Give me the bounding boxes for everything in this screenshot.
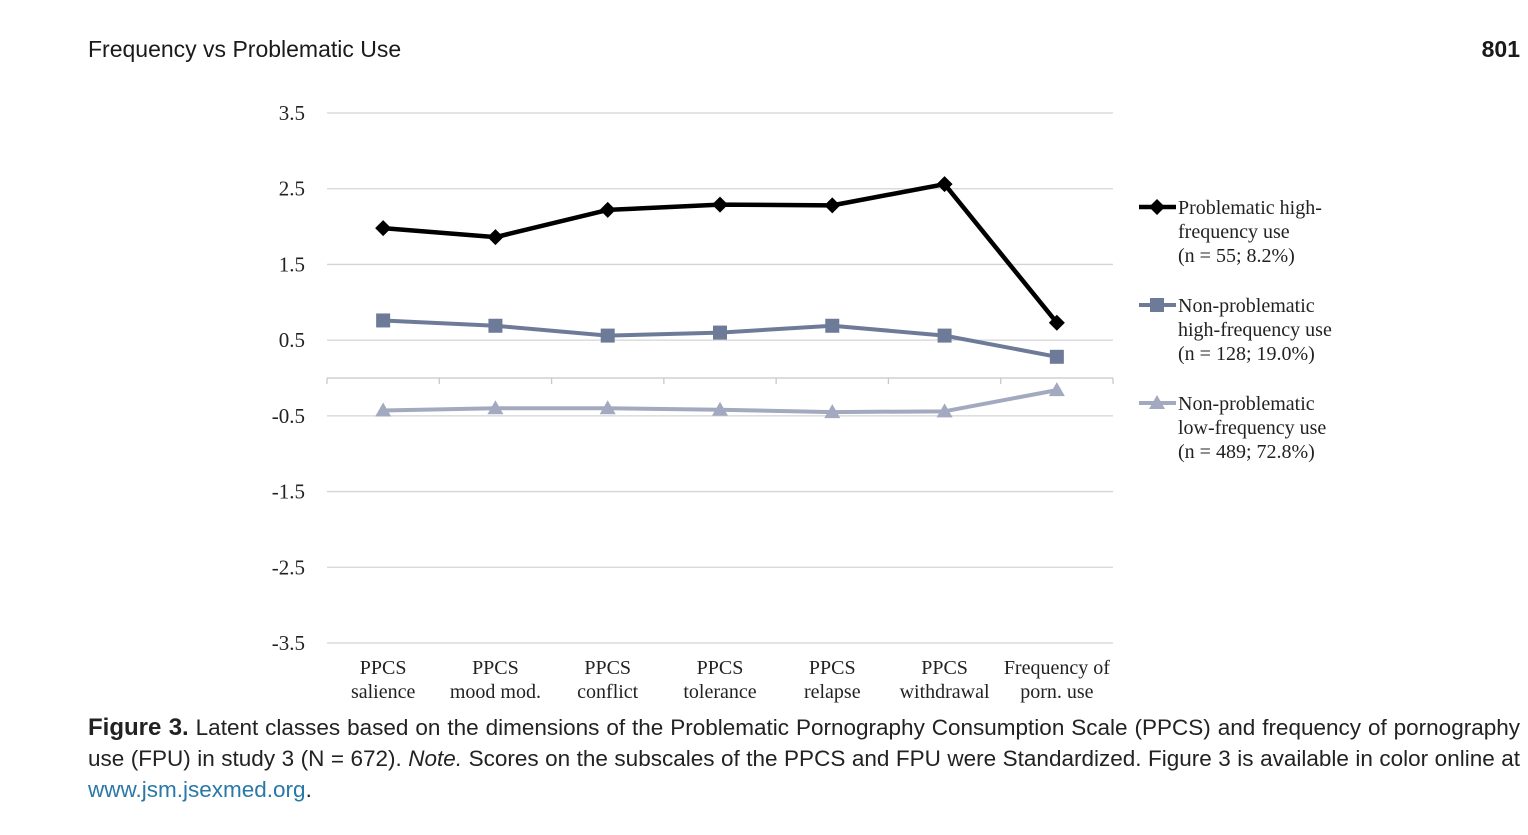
- data-point: [824, 197, 841, 214]
- caption-text-2: Scores on the subscales of the PPCS and …: [462, 746, 1520, 771]
- x-tick-label: PPCS withdrawal: [900, 657, 990, 703]
- legend-item-1: Problematic high-frequency use (n = 55; 8…: [1139, 197, 1322, 267]
- legend-marker: [1149, 395, 1165, 409]
- data-point: [713, 325, 727, 340]
- caption-text-1: Latent classes based on the dimensions o…: [88, 715, 1520, 771]
- data-point: [937, 328, 952, 343]
- x-tick-label: PPCS relapse: [804, 657, 861, 703]
- series-lines: [375, 176, 1065, 419]
- data-point: [712, 196, 728, 213]
- figure-3-chart: 3.5 2.5 1.5 0.5 -0.5 -1.5 -2.5 -3.5 PPCS salienc…: [272, 101, 1332, 703]
- data-point: [375, 220, 392, 237]
- y-tick-label: -2.5: [272, 555, 305, 579]
- y-tick-label: 3.5: [279, 101, 305, 125]
- legend: Problematic high-frequency use (n = 55; 8…: [1139, 197, 1332, 463]
- data-point: [1049, 349, 1064, 364]
- journal-link[interactable]: www.jsm.jsexmed.org: [88, 777, 306, 802]
- data-point: [825, 318, 840, 333]
- x-tick-label: PPCS conflict: [577, 657, 639, 703]
- y-tick-label: 1.5: [279, 252, 305, 276]
- figure-caption: Figure 3. Latent classes based on the di…: [88, 712, 1520, 805]
- legend-label: Problematic high-frequency use (n = 55; 8…: [1178, 197, 1322, 267]
- legend-item-2: Non-problematic high-frequency use (n = 12…: [1139, 295, 1332, 365]
- data-point: [599, 400, 616, 415]
- y-tick-label: -1.5: [272, 480, 305, 504]
- data-point: [824, 404, 841, 419]
- data-point: [1048, 314, 1065, 331]
- x-tick-label: PPCS salience: [351, 657, 416, 703]
- legend-label: Non-problematic low-frequency use (n = 489…: [1178, 393, 1326, 463]
- data-point: [375, 402, 392, 417]
- data-point: [936, 403, 953, 418]
- series-2: [376, 313, 1064, 364]
- y-tick-label: 2.5: [279, 177, 305, 201]
- y-tick-label: -0.5: [272, 404, 305, 428]
- x-tick-label: PPCS tolerance: [683, 657, 756, 703]
- data-point: [487, 400, 504, 415]
- x-axis: [326, 377, 1114, 384]
- data-point: [712, 401, 728, 416]
- data-point: [1048, 382, 1065, 397]
- data-point: [376, 313, 391, 328]
- page-number: 801: [1481, 36, 1520, 62]
- caption-text-3: .: [305, 777, 312, 802]
- data-point: [487, 229, 504, 246]
- running-title: Frequency vs Problematic Use: [88, 36, 402, 62]
- legend-marker: [1149, 199, 1165, 215]
- series-1: [375, 176, 1065, 331]
- data-point: [599, 201, 616, 218]
- legend-item-3: Non-problematic low-frequency use (n = 489…: [1139, 393, 1326, 463]
- series-3: [375, 382, 1065, 419]
- y-tick-label: -3.5: [272, 631, 305, 655]
- data-point: [488, 318, 503, 333]
- figure-label: Figure 3.: [88, 714, 189, 741]
- data-point: [600, 328, 615, 343]
- gridlines: [327, 112, 1113, 644]
- running-head: Frequency vs Problematic Use 801: [88, 36, 1520, 68]
- y-tick-label: 0.5: [279, 328, 305, 352]
- x-tick-label: Frequency of porn. use: [1004, 657, 1110, 703]
- legend-label: Non-problematic high-frequency use (n = 12…: [1178, 295, 1332, 365]
- data-point: [936, 176, 953, 193]
- x-axis-tick-labels: PPCS salience PPCS mood mod. PPCS conflict PPC…: [351, 657, 1110, 703]
- y-axis-tick-labels: 3.5 2.5 1.5 0.5 -0.5 -1.5 -2.5 -3.5: [272, 101, 305, 655]
- legend-marker: [1150, 298, 1164, 312]
- note-label: Note.: [408, 746, 463, 771]
- x-tick-label: PPCS mood mod.: [450, 657, 541, 703]
